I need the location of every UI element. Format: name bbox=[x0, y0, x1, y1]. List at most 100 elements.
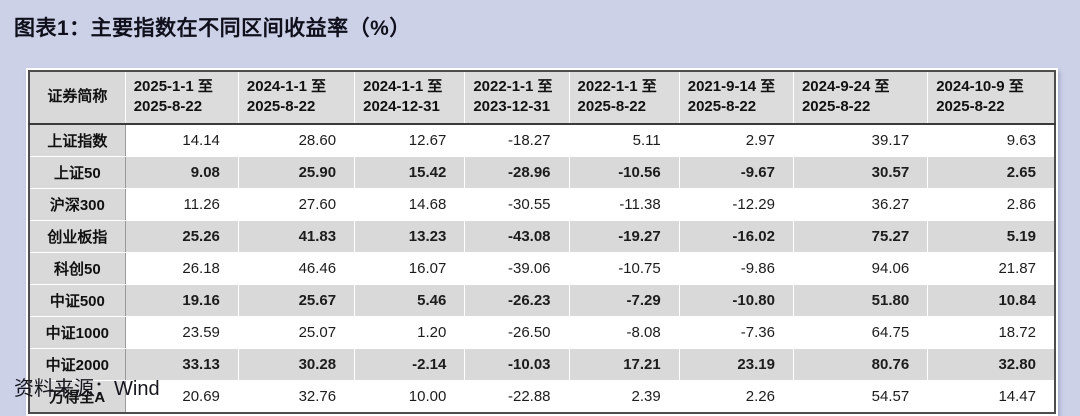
cell-value: 15.42 bbox=[354, 155, 466, 189]
data-source-note: 资料来源：Wind bbox=[14, 378, 160, 400]
row-label: 科创50 bbox=[28, 251, 126, 285]
cell-value: -12.29 bbox=[678, 187, 794, 221]
cell-value: -43.08 bbox=[464, 219, 570, 253]
cell-value: 2.39 bbox=[568, 379, 680, 413]
cell-value: 11.26 bbox=[124, 187, 239, 221]
cell-value: 36.27 bbox=[792, 187, 929, 221]
cell-value: 2.65 bbox=[927, 155, 1056, 189]
cell-value: 5.11 bbox=[568, 123, 680, 157]
cell-value: -22.88 bbox=[464, 379, 570, 413]
column-header-security-name: 证券简称 bbox=[28, 70, 126, 125]
cell-value: -16.02 bbox=[678, 219, 794, 253]
cell-value: 1.20 bbox=[354, 315, 466, 349]
cell-value: 14.47 bbox=[927, 379, 1056, 413]
table-row: 万得全A 20.69 32.76 10.00 -22.88 2.39 2.26 … bbox=[28, 379, 1056, 413]
cell-value: 2.86 bbox=[927, 187, 1056, 221]
cell-value: -9.86 bbox=[678, 251, 794, 285]
returns-table-container: 证券简称 2025-1-1 至 2025-8-22 2024-1-1 至 202… bbox=[26, 68, 1058, 416]
cell-value: 14.14 bbox=[124, 123, 239, 157]
column-header-period-6: 2021-9-14 至 2025-8-22 bbox=[678, 70, 794, 125]
cell-value: 80.76 bbox=[792, 347, 929, 381]
cell-value: 9.63 bbox=[927, 123, 1056, 157]
cell-value: 32.76 bbox=[237, 379, 356, 413]
cell-value: 26.18 bbox=[124, 251, 239, 285]
table-row: 上证50 9.08 25.90 15.42 -28.96 -10.56 -9.6… bbox=[28, 155, 1056, 189]
column-header-period-7: 2024-9-24 至 2025-8-22 bbox=[792, 70, 929, 125]
cell-value: 25.67 bbox=[237, 283, 356, 317]
table-row: 上证指数 14.14 28.60 12.67 -18.27 5.11 2.97 … bbox=[28, 123, 1056, 157]
cell-value: -10.03 bbox=[464, 347, 570, 381]
cell-value: 94.06 bbox=[792, 251, 929, 285]
cell-value: 64.75 bbox=[792, 315, 929, 349]
cell-value: 32.80 bbox=[927, 347, 1056, 381]
cell-value: 10.84 bbox=[927, 283, 1056, 317]
cell-value: 2.26 bbox=[678, 379, 794, 413]
cell-value: 54.57 bbox=[792, 379, 929, 413]
index-returns-table: 证券简称 2025-1-1 至 2025-8-22 2024-1-1 至 202… bbox=[28, 70, 1056, 414]
cell-value: -10.56 bbox=[568, 155, 680, 189]
cell-value: -30.55 bbox=[464, 187, 570, 221]
row-label: 创业板指 bbox=[28, 219, 126, 253]
cell-value: 39.17 bbox=[792, 123, 929, 157]
cell-value: -10.75 bbox=[568, 251, 680, 285]
cell-value: 75.27 bbox=[792, 219, 929, 253]
cell-value: 30.28 bbox=[237, 347, 356, 381]
cell-value: 10.00 bbox=[354, 379, 466, 413]
column-header-period-3: 2024-1-1 至 2024-12-31 bbox=[354, 70, 466, 125]
cell-value: -2.14 bbox=[354, 347, 466, 381]
cell-value: -10.80 bbox=[678, 283, 794, 317]
cell-value: 23.59 bbox=[124, 315, 239, 349]
row-label: 中证1000 bbox=[28, 315, 126, 349]
cell-value: 25.26 bbox=[124, 219, 239, 253]
cell-value: 28.60 bbox=[237, 123, 356, 157]
cell-value: -19.27 bbox=[568, 219, 680, 253]
cell-value: 17.21 bbox=[568, 347, 680, 381]
table-row: 中证1000 23.59 25.07 1.20 -26.50 -8.08 -7.… bbox=[28, 315, 1056, 349]
table-row: 科创50 26.18 46.46 16.07 -39.06 -10.75 -9.… bbox=[28, 251, 1056, 285]
table-row: 中证2000 33.13 30.28 -2.14 -10.03 17.21 23… bbox=[28, 347, 1056, 381]
cell-value: 27.60 bbox=[237, 187, 356, 221]
row-label: 中证2000 bbox=[28, 347, 126, 381]
column-header-period-5: 2022-1-1 至 2025-8-22 bbox=[568, 70, 680, 125]
cell-value: -26.23 bbox=[464, 283, 570, 317]
cell-value: 41.83 bbox=[237, 219, 356, 253]
cell-value: 2.97 bbox=[678, 123, 794, 157]
column-header-period-1: 2025-1-1 至 2025-8-22 bbox=[124, 70, 239, 125]
cell-value: 9.08 bbox=[124, 155, 239, 189]
cell-value: 5.46 bbox=[354, 283, 466, 317]
row-label: 上证指数 bbox=[28, 123, 126, 157]
cell-value: 25.90 bbox=[237, 155, 356, 189]
cell-value: -18.27 bbox=[464, 123, 570, 157]
cell-value: 14.68 bbox=[354, 187, 466, 221]
cell-value: 25.07 bbox=[237, 315, 356, 349]
cell-value: -11.38 bbox=[568, 187, 680, 221]
cell-value: 33.13 bbox=[124, 347, 239, 381]
header-row: 证券简称 2025-1-1 至 2025-8-22 2024-1-1 至 202… bbox=[28, 70, 1056, 125]
table-row: 沪深300 11.26 27.60 14.68 -30.55 -11.38 -1… bbox=[28, 187, 1056, 221]
cell-value: 46.46 bbox=[237, 251, 356, 285]
table-row: 中证500 19.16 25.67 5.46 -26.23 -7.29 -10.… bbox=[28, 283, 1056, 317]
cell-value: 30.57 bbox=[792, 155, 929, 189]
cell-value: 5.19 bbox=[927, 219, 1056, 253]
cell-value: -7.36 bbox=[678, 315, 794, 349]
cell-value: 21.87 bbox=[927, 251, 1056, 285]
cell-value: 12.67 bbox=[354, 123, 466, 157]
cell-value: -28.96 bbox=[464, 155, 570, 189]
cell-value: -7.29 bbox=[568, 283, 680, 317]
cell-value: 19.16 bbox=[124, 283, 239, 317]
cell-value: 23.19 bbox=[678, 347, 794, 381]
column-header-period-2: 2024-1-1 至 2025-8-22 bbox=[237, 70, 356, 125]
cell-value: 16.07 bbox=[354, 251, 466, 285]
cell-value: 18.72 bbox=[927, 315, 1056, 349]
column-header-period-4: 2022-1-1 至 2023-12-31 bbox=[464, 70, 570, 125]
figure-title: 图表1：主要指数在不同区间收益率（%） bbox=[14, 17, 411, 40]
cell-value: -8.08 bbox=[568, 315, 680, 349]
cell-value: -26.50 bbox=[464, 315, 570, 349]
table-row: 创业板指 25.26 41.83 13.23 -43.08 -19.27 -16… bbox=[28, 219, 1056, 253]
row-label: 沪深300 bbox=[28, 187, 126, 221]
row-label: 上证50 bbox=[28, 155, 126, 189]
column-header-period-8: 2024-10-9 至 2025-8-22 bbox=[927, 70, 1056, 125]
cell-value: 51.80 bbox=[792, 283, 929, 317]
row-label: 中证500 bbox=[28, 283, 126, 317]
cell-value: -9.67 bbox=[678, 155, 794, 189]
